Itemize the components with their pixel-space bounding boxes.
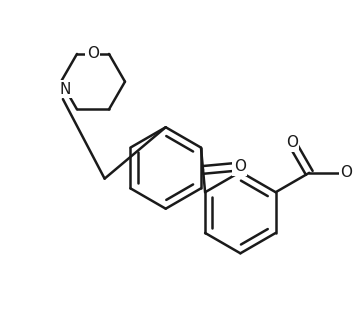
Text: N: N (59, 82, 70, 97)
Text: O: O (87, 46, 99, 61)
Text: O: O (286, 135, 298, 150)
Text: O: O (234, 159, 246, 174)
Text: O: O (340, 165, 352, 180)
